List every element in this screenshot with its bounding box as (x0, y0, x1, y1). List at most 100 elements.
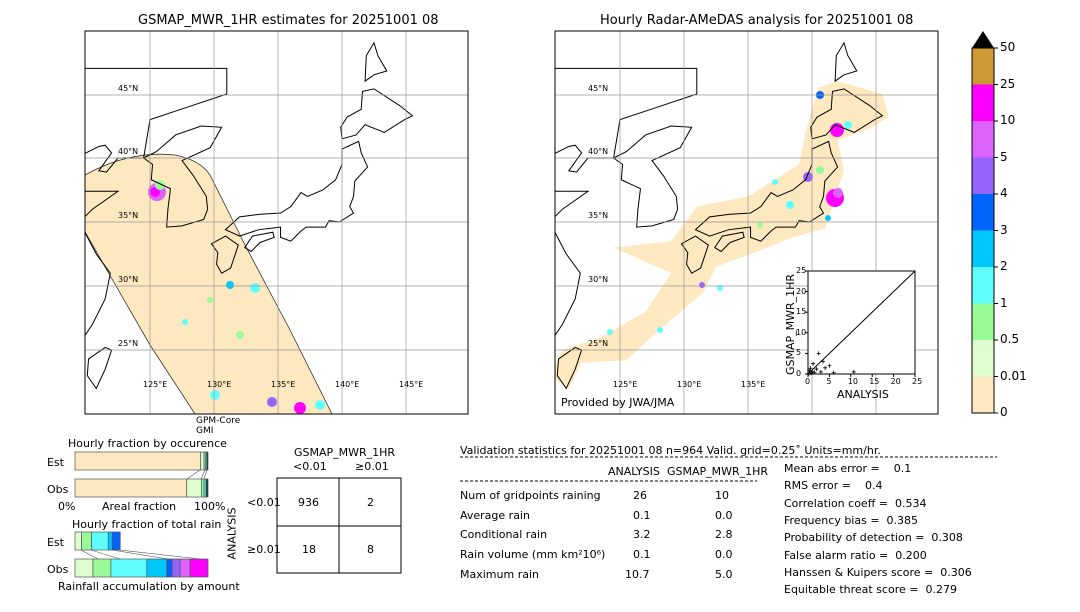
colorbar-label: 5 (1000, 149, 1008, 164)
score-line: Correlation coeff = 0.534 (784, 496, 927, 510)
colorbar-label: 3 (1000, 222, 1008, 237)
occ-tick-0: 0% (58, 500, 76, 513)
colorbar-segment (972, 267, 994, 304)
rain-cell (250, 283, 260, 293)
credit-label: Provided by JWA/JMA (561, 396, 675, 409)
rain-obs-segment (74, 558, 94, 578)
scatter-point (820, 359, 825, 364)
occ-est-label: Est (47, 456, 64, 469)
coastline-korea (142, 125, 223, 228)
colorbar-segment (972, 194, 994, 231)
right-map-frame (554, 30, 939, 415)
scatter-ytick-label: 15 (796, 307, 807, 317)
rain-cell (772, 179, 778, 185)
occurrence-obs-segment (201, 478, 205, 498)
left-map (84, 30, 469, 415)
lat-label: 25°N (588, 339, 609, 348)
rain-est-segment (111, 531, 121, 551)
contingency-col-2: ≥0.01 (355, 460, 389, 473)
cell-d: 8 (367, 543, 374, 556)
stat-analysis-value: 0.1 (633, 548, 651, 562)
scatter-xtick-label: 5 (826, 377, 832, 386)
rain-cell (816, 166, 824, 174)
stat-row-label: Rain volume (mm km²10⁶) (460, 548, 606, 562)
rain-obs-label: Obs (47, 563, 69, 576)
lat-label: 35°N (118, 211, 139, 220)
scatter-point (807, 368, 812, 373)
coastline-sakhalin (364, 41, 388, 83)
stat-gsmap-value: 0.0 (715, 508, 733, 522)
scatter-point (814, 367, 819, 372)
scatter-xtick-label: 10 (847, 377, 858, 386)
colorbar-segment (972, 376, 994, 413)
rain-title: Hourly fraction of total rain (72, 518, 222, 531)
lat-label: 45°N (588, 84, 609, 93)
stat-row-label: Maximum rain (460, 567, 539, 581)
colorbar-label: 25 (1000, 76, 1016, 91)
score-line: Mean abs error = 0.1 (784, 462, 912, 475)
connector-line (119, 549, 201, 560)
scatter-point (823, 365, 828, 370)
colorbar-label: 1 (1000, 295, 1008, 310)
connector-line (80, 549, 99, 560)
colorbar-label: 4 (1000, 186, 1008, 200)
contingency-row-1: <0.01 (247, 496, 281, 509)
stats-header: Validation statistics for 20251001 08 n=… (460, 444, 881, 457)
scatter-point (816, 351, 821, 356)
scatter-xtick-label: 20 (890, 377, 901, 386)
rain-cell (657, 327, 663, 333)
connector-line (111, 549, 169, 560)
scatter-point (818, 369, 823, 374)
lon-label: 130°E (677, 380, 702, 389)
rain-cell (844, 121, 852, 129)
score-line: Hanssen & Kuipers score = 0.306 (784, 565, 972, 579)
contingency-row-label: ANALYSIS (225, 507, 239, 560)
rain-est-segment (107, 531, 113, 551)
lat-label: 30°N (118, 275, 139, 284)
stat-analysis-value: 10.7 (625, 567, 650, 581)
lon-label: 125°E (613, 380, 638, 389)
coastline-sakhalin (834, 41, 858, 83)
stat-analysis-value: 0.1 (633, 508, 651, 522)
colorbar-segment (972, 121, 994, 158)
lon-label: 140°E (335, 380, 360, 389)
coastline-kyushu (210, 235, 239, 274)
rain-cell (267, 397, 277, 407)
satellite-swath (85, 153, 333, 414)
lon-label: 125°E (143, 380, 168, 389)
colorbar-extend-triangle (972, 31, 994, 48)
sensor-label-1: GPM-Core (196, 416, 241, 426)
right-map-title: Hourly Radar-AMeDAS analysis for 2025100… (600, 13, 914, 28)
rain-obs-segment (110, 558, 148, 578)
occurrence-est-segment (74, 451, 202, 471)
lon-label: 130°E (207, 380, 232, 389)
scatter-point (812, 370, 817, 375)
connector-line (203, 469, 208, 480)
rain-obs-segment (171, 558, 181, 578)
rain-est-segment (91, 531, 109, 551)
occ-obs-label: Obs (47, 483, 69, 496)
colorbar-label: 0.5 (1000, 332, 1020, 346)
lat-label: 45°N (118, 84, 139, 93)
lon-label: 145°E (399, 380, 424, 389)
occurrence-est-segment (206, 451, 209, 471)
rain-obs-segment (166, 558, 173, 578)
contingency-title: GSMAP_MWR_1HR (294, 446, 396, 459)
cell-b: 2 (367, 496, 374, 509)
scatter-point (827, 363, 832, 368)
rain-cell (607, 329, 613, 335)
colorbar-label: 50 (1000, 40, 1016, 54)
stat-row-label: Average rain (460, 508, 530, 522)
scatter-xtick-label: 15 (869, 377, 880, 386)
scatter-diagonal (807, 270, 916, 375)
left-map-title: GSMAP_MWR_1HR estimates for 20251001 08 (138, 13, 439, 28)
scatter-point (808, 366, 813, 371)
lat-label: 40°N (118, 147, 139, 156)
lon-label: 135°E (741, 380, 766, 389)
rain-cell (207, 297, 213, 303)
score-line: False alarm ratio = 0.200 (784, 548, 927, 562)
coastline-shikoku (244, 231, 275, 253)
stat-gsmap-value: 0.0 (715, 548, 733, 562)
